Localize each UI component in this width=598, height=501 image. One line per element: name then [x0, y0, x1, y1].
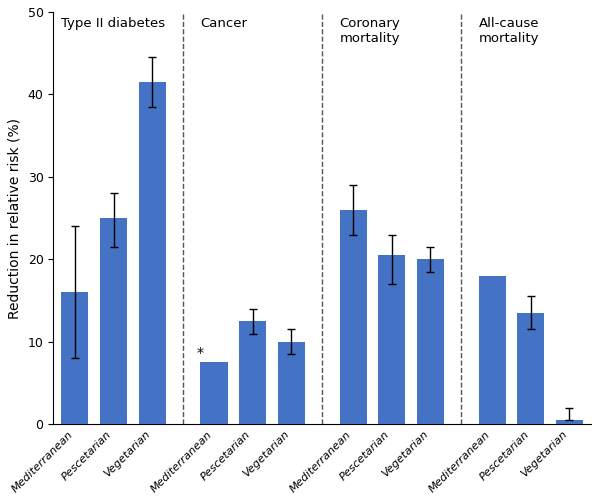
Bar	[478, 276, 506, 424]
Bar	[100, 218, 127, 424]
Text: Coronary
mortality: Coronary mortality	[340, 17, 400, 45]
Bar	[378, 255, 405, 424]
Bar	[340, 210, 367, 424]
Text: Type II diabetes: Type II diabetes	[62, 17, 166, 30]
Text: All-cause
mortality: All-cause mortality	[478, 17, 539, 45]
Y-axis label: Reduction in relative risk (%): Reduction in relative risk (%)	[8, 118, 22, 319]
Bar	[139, 82, 166, 424]
Text: Cancer: Cancer	[200, 17, 248, 30]
Bar	[239, 321, 266, 424]
Text: *: *	[197, 346, 204, 360]
Bar	[517, 313, 544, 424]
Bar	[62, 292, 89, 424]
Bar	[556, 420, 583, 424]
Bar	[417, 260, 444, 424]
Bar	[277, 342, 305, 424]
Bar	[200, 362, 227, 424]
